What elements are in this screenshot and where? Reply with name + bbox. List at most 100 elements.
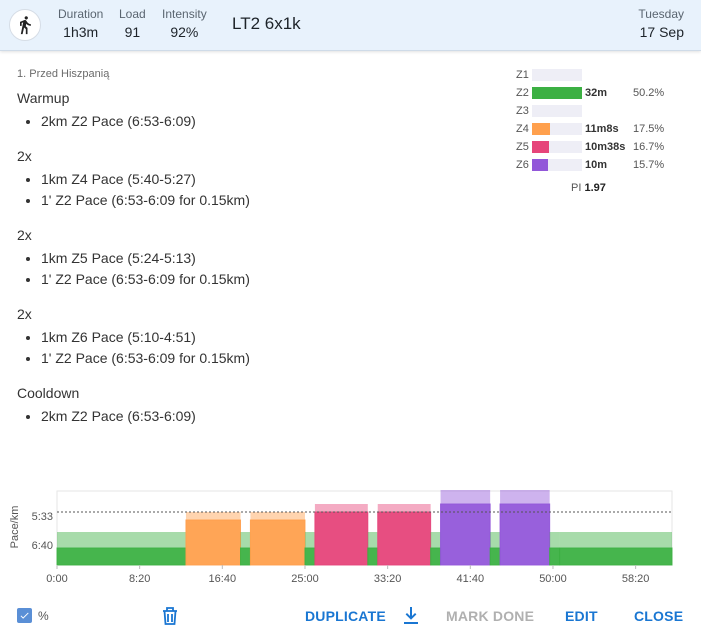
x-tick-label: 16:40 — [209, 573, 237, 585]
x-tick-label: 41:40 — [457, 573, 485, 585]
zone-bar — [532, 159, 548, 171]
running-person-icon — [9, 9, 41, 41]
y-tick-label: 6:40 — [32, 540, 53, 552]
percent-checkbox-label: % — [38, 609, 49, 623]
zone-bar-track — [532, 105, 582, 117]
zone-bar-track — [532, 123, 582, 135]
step-item: 1' Z2 Pace (6:53-6:09 for 0.15km) — [41, 348, 487, 369]
step-item: 1' Z2 Pace (6:53-6:09 for 0.15km) — [41, 269, 487, 290]
step-item: 2km Z2 Pace (6:53-6:09) — [41, 111, 487, 132]
intensity-value: 92% — [170, 24, 199, 40]
x-tick-label: 50:00 — [539, 573, 567, 585]
plan-name: 1. Przed Hiszpanią — [17, 68, 110, 80]
load-stat: Load 91 — [119, 7, 146, 41]
interval-bar — [559, 547, 673, 566]
step-item: 1km Z4 Pace (5:40-5:27) — [41, 169, 487, 190]
duration-label: Duration — [58, 7, 104, 21]
pi-label: PI — [571, 182, 582, 194]
interval-bar — [367, 547, 379, 566]
workout-date: Tuesday 17 Sep — [638, 7, 684, 41]
x-tick-label: 33:20 — [374, 573, 402, 585]
zone-bar-track — [532, 69, 582, 81]
zone-duration: 11m8s — [585, 123, 619, 135]
x-tick-label: 25:00 — [291, 573, 319, 585]
step-item: 1km Z6 Pace (5:10-4:51) — [41, 327, 487, 348]
block-title: Warmup — [17, 90, 70, 106]
mark-done-button[interactable]: MARK DONE — [446, 608, 535, 624]
zone-row: Z4 11m8s 17.5% — [516, 121, 691, 139]
check-icon — [20, 612, 29, 619]
zone-bar — [532, 141, 549, 153]
zone-percent: 17.5% — [633, 123, 665, 135]
step-block: 2x 1km Z5 Pace (5:24-5:13) 1' Z2 Pace (6… — [17, 225, 487, 290]
header: Duration 1h3m Load 91 Intensity 92% LT2 … — [0, 0, 701, 51]
y-tick-label: 5:33 — [32, 511, 53, 523]
zone-duration: 10m — [585, 159, 608, 171]
x-tick-label: 0:00 — [46, 573, 67, 585]
step-item: 1' Z2 Pace (6:53-6:09 for 0.15km) — [41, 190, 487, 211]
zone-bar-track — [532, 87, 582, 99]
close-button[interactable]: CLOSE — [634, 608, 684, 624]
step-item: 2km Z2 Pace (6:53-6:09) — [41, 406, 487, 427]
zone-bar-track — [532, 159, 582, 171]
interval-bar — [430, 547, 442, 566]
zone-percent: 16.7% — [633, 141, 665, 153]
percent-checkbox[interactable] — [17, 608, 32, 623]
interval-bar — [549, 547, 561, 566]
workout-steps: Warmup 2km Z2 Pace (6:53-6:09) 2x 1km Z4… — [17, 88, 487, 436]
zone-duration: 10m38s — [585, 141, 626, 153]
zone-bar — [532, 87, 582, 99]
pi-number: 1.97 — [584, 182, 606, 194]
zone-duration: 32m — [585, 87, 608, 99]
y-axis-label: Pace/km — [9, 506, 21, 549]
edit-button[interactable]: EDIT — [565, 608, 598, 624]
zone-distribution: Z1 Z2 32m 50.2% Z3 Z4 11m8s 17.5% Z5 10m38s 16.7% Z… — [516, 67, 691, 194]
interval-bar — [377, 511, 432, 566]
step-block: 2x 1km Z6 Pace (5:10-4:51) 1' Z2 Pace (6… — [17, 304, 487, 369]
date-value: 17 Sep — [639, 24, 684, 40]
workout-title: LT2 6x1k — [232, 14, 301, 33]
zone-row: Z5 10m38s 16.7% — [516, 139, 691, 157]
zone-label: Z4 — [516, 123, 529, 135]
zone-row: Z2 32m 50.2% — [516, 85, 691, 103]
zone-bar — [532, 123, 550, 135]
interval-bar — [440, 503, 491, 566]
block-title: 2x — [17, 306, 32, 322]
intensity-label: Intensity — [162, 7, 207, 21]
zone-row: Z3 — [516, 103, 691, 121]
load-label: Load — [119, 7, 146, 21]
interval-bar — [304, 547, 316, 566]
zone-label: Z6 — [516, 159, 529, 171]
interval-bar — [240, 547, 251, 566]
zone-row: Z6 10m 15.7% — [516, 157, 691, 175]
trash-icon[interactable] — [161, 606, 179, 631]
weekday: Tuesday — [638, 7, 684, 21]
interval-bar — [249, 519, 306, 566]
zone-label: Z2 — [516, 87, 529, 99]
block-title: 2x — [17, 227, 32, 243]
block-title: 2x — [17, 148, 32, 164]
load-value: 91 — [124, 24, 141, 40]
step-block: 2x 1km Z4 Pace (5:40-5:27) 1' Z2 Pace (6… — [17, 146, 487, 211]
step-block: Cooldown 2km Z2 Pace (6:53-6:09) — [17, 383, 487, 427]
interval-bar — [185, 519, 242, 566]
zone-bar-track — [532, 141, 582, 153]
zone-label: Z1 — [516, 69, 529, 81]
duplicate-button[interactable]: DUPLICATE — [305, 608, 386, 624]
zone-label: Z5 — [516, 141, 529, 153]
interval-bar — [489, 547, 501, 566]
interval-bar — [314, 511, 369, 566]
zone-percent: 15.7% — [633, 159, 665, 171]
x-tick-label: 8:20 — [129, 573, 150, 585]
duration-stat: Duration 1h3m — [58, 7, 103, 41]
intensity-stat: Intensity 92% — [162, 7, 207, 41]
x-tick-label: 58:20 — [622, 573, 650, 585]
zone-percent: 50.2% — [633, 87, 665, 99]
zone-label: Z3 — [516, 105, 529, 117]
download-icon[interactable] — [402, 606, 420, 631]
pi-value: PI 1.97 — [571, 182, 606, 194]
interval-bar — [56, 547, 187, 566]
step-item: 1km Z5 Pace (5:24-5:13) — [41, 248, 487, 269]
block-title: Cooldown — [17, 385, 80, 401]
zone-row: Z1 — [516, 67, 691, 85]
